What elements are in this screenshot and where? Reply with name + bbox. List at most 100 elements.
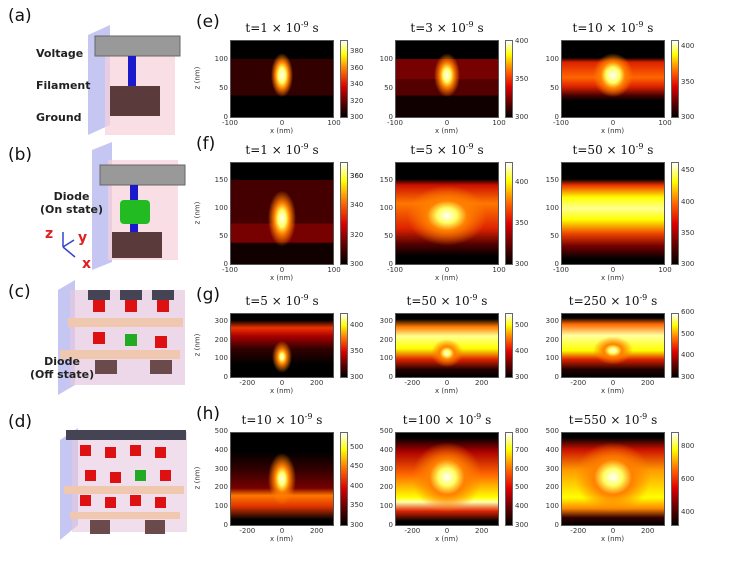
colorbar-tick-label: 340 (350, 80, 364, 89)
colorbar-tick-label: 700 (515, 445, 529, 454)
x-axis-label: x (nm) (601, 274, 625, 282)
colorbar-tick-label: 300 (515, 521, 529, 529)
x-tick-label: -100 (222, 266, 238, 274)
y-tick-label: 50 (550, 232, 559, 241)
y-tick-label: 100 (214, 204, 228, 213)
title-suffix: s (308, 143, 319, 157)
x-axis-label: x (nm) (270, 535, 294, 543)
y-tick-label: 300 (214, 464, 228, 473)
axis-y-label: y (78, 230, 88, 246)
heatmap-title: t=10 × 10-9 s (573, 20, 654, 35)
colorbar-tick-label: 350 (681, 228, 695, 237)
colorbar-tick-label: 300 (681, 113, 695, 121)
heatmap-plot (561, 313, 665, 378)
colorbar-tick-label: 300 (681, 373, 695, 381)
colorbar-tick-label: 400 (515, 177, 529, 186)
y-tick-label: 300 (379, 464, 393, 473)
cell-with-diode-on-diagram (62, 142, 186, 270)
voltage-label: Voltage (36, 47, 84, 60)
colorbar-tick-label: 400 (681, 507, 695, 516)
device-illustrations (58, 25, 187, 540)
x-axis-label: x (nm) (601, 535, 625, 543)
y-tick-label: 0 (223, 373, 228, 381)
y-tick-label: 100 (545, 354, 559, 363)
title-prefix: t=10 × 10 (572, 21, 636, 35)
y-tick-label: 150 (379, 176, 393, 185)
x-tick-label: 200 (309, 527, 324, 535)
colorbar (340, 40, 348, 118)
x-tick-label: 0 (444, 379, 450, 387)
heatmap-title: t=50 × 10-9 s (573, 142, 654, 157)
title-suffix: s (308, 294, 319, 308)
x-tick-label: 200 (640, 379, 655, 387)
y-tick-label: 50 (384, 232, 393, 241)
x-axis-label: x (nm) (601, 387, 625, 395)
title-exponent: -9 (639, 293, 648, 302)
x-tick-label: -200 (404, 379, 421, 387)
x-tick-label: 0 (444, 119, 450, 127)
y-tick-label: 200 (379, 335, 393, 344)
y-tick-label: 200 (379, 483, 393, 492)
diode-on-line1: Diode (53, 190, 90, 203)
title-exponent: -9 (473, 412, 482, 421)
x-tick-label: 200 (309, 379, 324, 387)
colorbar-tick-label: 360 (350, 171, 364, 180)
diode-off-line2: (Off state) (30, 368, 95, 381)
panel-label-f: (f) (196, 134, 216, 154)
panel-label-a: (a) (8, 6, 32, 26)
colorbar-tick-label: 300 (350, 521, 364, 529)
x-axis-label: x (nm) (270, 387, 294, 395)
heatmap-title: t=3 × 10-9 s (410, 20, 483, 35)
colorbar (671, 313, 679, 378)
y-tick-label: 50 (219, 84, 228, 93)
title-prefix: t=5 × 10 (410, 143, 466, 157)
y-tick-label: 200 (214, 335, 228, 344)
colorbar (340, 432, 348, 526)
y-axis-label: z (nm) (193, 66, 202, 90)
title-prefix: t=50 × 10 (406, 294, 470, 308)
title-suffix: s (643, 21, 654, 35)
colorbar-tick-label: 800 (681, 441, 695, 450)
title-suffix: s (473, 143, 484, 157)
y-tick-label: 300 (545, 317, 559, 326)
ground-label: Ground (36, 111, 82, 124)
heatmap-plot (395, 432, 499, 526)
title-exponent: -9 (469, 293, 478, 302)
x-tick-label: 0 (444, 266, 450, 274)
y-tick-label: 400 (379, 445, 393, 454)
y-tick-label: 200 (545, 335, 559, 344)
y-tick-label: 100 (379, 354, 393, 363)
x-axis-label: x (nm) (435, 127, 459, 135)
y-tick-label: 200 (545, 483, 559, 492)
title-exponent: -9 (639, 412, 648, 421)
title-suffix: s (647, 413, 658, 427)
y-tick-label: 100 (214, 354, 228, 363)
colorbar-tick-label: 500 (350, 442, 364, 451)
colorbar (505, 432, 513, 526)
x-tick-label: -100 (387, 266, 403, 274)
axis-x-label: x (82, 256, 92, 272)
title-suffix: s (643, 143, 654, 157)
x-axis-label: x (nm) (601, 127, 625, 135)
heatmap-plot (395, 313, 499, 378)
x-tick-label: -200 (570, 527, 587, 535)
x-axis-label: x (nm) (270, 274, 294, 282)
y-tick-label: 400 (214, 445, 228, 454)
colorbar-tick-label: 300 (515, 260, 529, 268)
diode-on-line2: (On state) (40, 203, 104, 216)
x-tick-label: 100 (492, 266, 506, 274)
title-prefix: t=1 × 10 (245, 21, 301, 35)
x-axis-label: x (nm) (435, 274, 459, 282)
y-tick-label: 100 (545, 204, 559, 213)
y-tick-label: 0 (388, 521, 393, 529)
panel-label-b: (b) (8, 145, 33, 165)
title-exponent: -9 (635, 20, 644, 29)
y-tick-label: 300 (379, 317, 393, 326)
x-tick-label: 100 (327, 266, 341, 274)
y-tick-label: 100 (379, 55, 393, 64)
y-tick-label: 100 (379, 204, 393, 213)
x-tick-label: 0 (279, 119, 285, 127)
x-tick-label: 0 (610, 119, 616, 127)
x-tick-label: -100 (553, 119, 569, 127)
y-tick-label: 0 (223, 113, 228, 121)
